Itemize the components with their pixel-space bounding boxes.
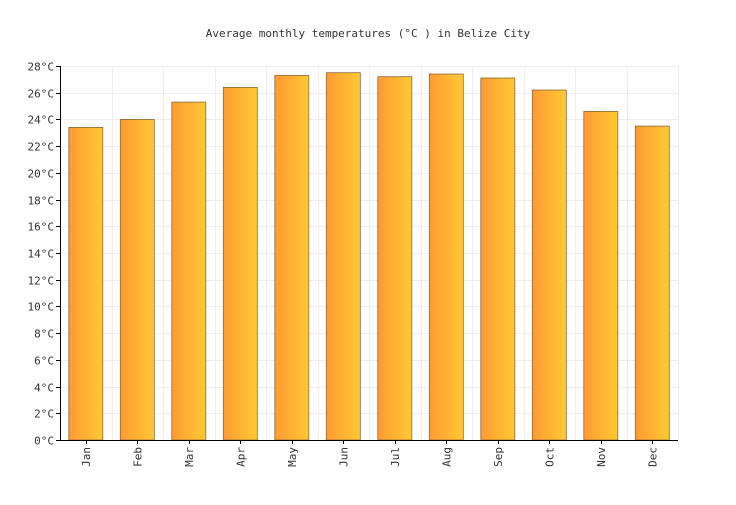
bar-feb (119, 119, 155, 441)
axes (60, 66, 678, 444)
bar-may (274, 75, 310, 441)
bar-oct (531, 89, 567, 441)
y-tick-label: 24°C (28, 114, 55, 127)
x-tick-label: Jan (80, 447, 93, 467)
bar-jun (325, 72, 361, 441)
y-tick-label: 0°C (34, 435, 54, 448)
x-tick-label: Sep (492, 447, 505, 467)
bar-apr (222, 87, 258, 441)
y-tick-label: 28°C (28, 61, 55, 74)
grid (56, 66, 679, 441)
bar-dec (634, 125, 670, 441)
x-tick-label: Nov (595, 447, 608, 467)
x-tick-label: Oct (543, 447, 556, 467)
x-tick-label: Mar (183, 447, 196, 467)
y-tick-label: 18°C (28, 195, 55, 208)
bar-mar (171, 101, 207, 441)
y-tick-labels: 0°C 2°C 4°C 6°C 8°C 10°C 12°C 14°C 16°C 18°C 20°C 2… (28, 61, 55, 448)
chart-title: Average monthly temperatures (°C ) in Be… (206, 27, 531, 40)
bar-jul (377, 76, 413, 441)
bar-jan (68, 127, 104, 441)
bars (68, 72, 670, 441)
y-tick-label: 16°C (28, 221, 55, 234)
x-tick-label: Feb (131, 447, 144, 467)
y-tick-label: 2°C (34, 408, 54, 421)
y-tick-label: 14°C (28, 248, 55, 261)
y-tick-label: 26°C (28, 88, 55, 101)
y-tick-label: 22°C (28, 141, 55, 154)
y-tick-label: 4°C (34, 382, 54, 395)
bar-nov (583, 111, 619, 441)
x-tick-label: Dec (646, 447, 659, 467)
y-tick-label: 12°C (28, 275, 55, 288)
x-tick-label: Apr (234, 447, 247, 467)
y-tick-label: 10°C (28, 301, 55, 314)
y-tick-label: 20°C (28, 168, 55, 181)
x-tick-label: Aug (440, 447, 453, 467)
y-tick-label: 8°C (34, 328, 54, 341)
x-tick-label: Jul (389, 447, 402, 467)
y-tick-label: 6°C (34, 355, 54, 368)
x-tick-label: Jun (337, 447, 350, 467)
bar-aug (428, 73, 464, 441)
x-tick-labels: Jan Feb Mar Apr May Jun Jul Aug Sep Oct Nov Dec (80, 447, 660, 467)
bar-sep (480, 77, 516, 441)
x-tick-label: May (286, 447, 299, 467)
